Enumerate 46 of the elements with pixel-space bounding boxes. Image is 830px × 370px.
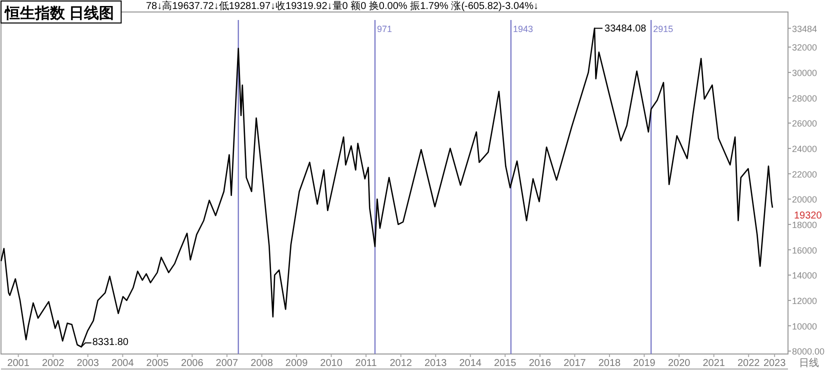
x-tick-label: 2011 (355, 358, 378, 369)
annotation: 19320 (794, 210, 822, 222)
x-tick-label: 2008 (250, 358, 274, 369)
x-tick-label: 2021 (702, 358, 726, 369)
y-tick-label: 22000 (792, 169, 818, 180)
y-tick-label: 20000 (792, 194, 818, 205)
ref-line-label: 1943 (512, 24, 533, 34)
x-tick-label: 2019 (633, 358, 656, 369)
x-tick-label: 2003 (76, 358, 100, 369)
y-tick-label: 28000 (792, 93, 818, 104)
ref-line-label: 2915 (653, 24, 674, 34)
x-tick-label: 2017 (564, 358, 586, 369)
y-tick-label: 30000 (792, 68, 818, 78)
x-tick-label: 2007 (216, 358, 238, 369)
annotation: 33484.08 (604, 23, 647, 34)
x-tick-label: 2012 (390, 358, 412, 369)
y-tick-label: 18000 (792, 220, 818, 230)
y-tick-label: 26000 (792, 118, 818, 129)
x-tick-label: 2006 (181, 358, 204, 369)
y-tick-label: 24000 (792, 144, 818, 154)
x-tick-label: 2018 (598, 358, 622, 369)
chart-title: 恒生指数 日线图 (4, 5, 114, 22)
x-tick-label: 2015 (494, 358, 517, 369)
x-tick-label: 2002 (42, 358, 65, 369)
y-tick-label: 33484 (792, 24, 818, 34)
x-tick-label: 2001 (7, 358, 30, 369)
y-tick-label: 8000.00 (792, 346, 825, 357)
x-tick-label: 2023 (763, 358, 786, 369)
x-tick-label: 2004 (112, 358, 134, 369)
y-tick-label: 10000 (792, 321, 818, 332)
y-tick-label: 16000 (792, 245, 818, 256)
annotation: 8331.80 (92, 336, 129, 348)
ref-line-label: 971 (376, 24, 392, 34)
x-tick-label: 2020 (668, 358, 691, 369)
x-tick-label: 2013 (424, 358, 448, 369)
x-axis-title: 日线 (799, 357, 819, 369)
y-tick-label: 32000 (792, 42, 818, 53)
x-tick-label: 2014 (459, 358, 482, 369)
y-tick-label: 12000 (792, 296, 818, 306)
x-tick-label: 2005 (146, 358, 169, 369)
y-tick-label: 14000 (792, 270, 818, 281)
x-tick-label: 2010 (320, 358, 343, 369)
x-tick-label: 2022 (737, 358, 760, 369)
x-tick-label: 2009 (285, 358, 308, 369)
x-tick-label: 2016 (528, 358, 552, 369)
annotation: 78↓高19637.72↓低19281.97↓收19319.92↓量0 额0 换0.00% 振1.79% 涨(-605.82)-3.04%↓ (146, 0, 538, 12)
